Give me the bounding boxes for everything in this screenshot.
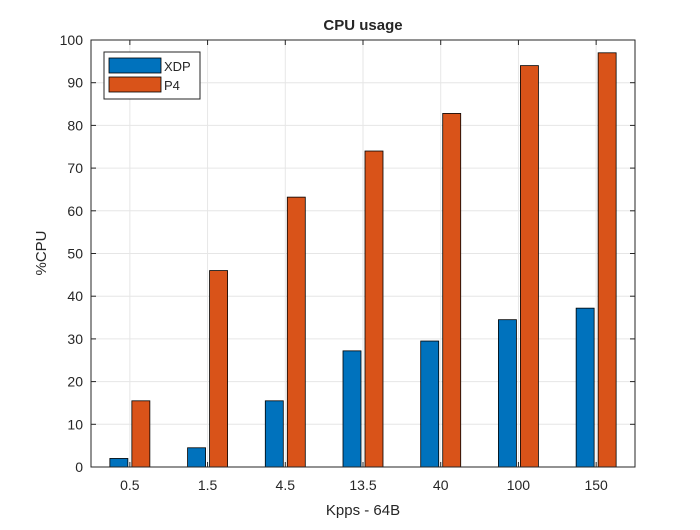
legend-swatch-xdp: [108, 57, 162, 74]
y-tick-label: 60: [67, 203, 83, 219]
x-tick-label: 150: [584, 477, 608, 493]
bar-xdp-100: [498, 319, 517, 468]
bar-xdp-1.5: [187, 447, 206, 468]
x-tick-label: 4.5: [276, 477, 296, 493]
bar-p4-150: [597, 52, 617, 468]
tick-labels: 0 10 20 30 40 50 60 70 80 90 100 0.5 1.5 4.5 13.5 40 100…: [60, 32, 608, 493]
x-tick-label: 40: [433, 477, 449, 493]
axes: [90, 39, 636, 468]
y-axis-label: %CPU: [33, 230, 50, 275]
bar-xdp-13.5: [342, 350, 362, 468]
chart-title: CPU usage: [323, 17, 402, 34]
bar-p4-40: [442, 113, 462, 468]
bar-xdp-4.5: [264, 400, 284, 468]
bar-p4-1.5: [209, 270, 228, 468]
x-tick-label: 1.5: [198, 477, 218, 493]
legend-label-p4: P4: [164, 78, 180, 93]
legend-swatch-p4: [108, 76, 162, 93]
legend: XDP P4: [103, 51, 201, 100]
x-tick-label: 13.5: [349, 477, 376, 493]
bar-p4-4.5: [286, 196, 306, 468]
x-axis-label: Kpps - 64B: [326, 502, 400, 519]
bar-p4-100: [520, 65, 539, 468]
bar-xdp-0.5: [109, 458, 129, 468]
y-tick-label: 90: [67, 75, 83, 91]
y-tick-label: 50: [67, 246, 83, 262]
y-tick-label: 30: [67, 331, 83, 347]
bar-xdp-150: [575, 307, 595, 468]
y-tick-label: 10: [67, 416, 83, 432]
y-tick-label: 80: [67, 117, 83, 133]
y-tick-label: 40: [67, 288, 83, 304]
x-tick-label: 0.5: [120, 477, 140, 493]
legend-label-xdp: XDP: [164, 59, 191, 74]
x-tick-label: 100: [507, 477, 531, 493]
bar-xdp-40: [420, 340, 440, 468]
bar-p4-0.5: [131, 400, 151, 468]
grid-lines: [91, 39, 635, 468]
y-tick-label: 0: [75, 459, 83, 475]
y-tick-label: 100: [60, 32, 84, 48]
y-tick-label: 70: [67, 160, 83, 176]
bars-group: [109, 52, 617, 468]
y-tick-label: 20: [67, 374, 83, 390]
bar-p4-13.5: [364, 150, 384, 468]
